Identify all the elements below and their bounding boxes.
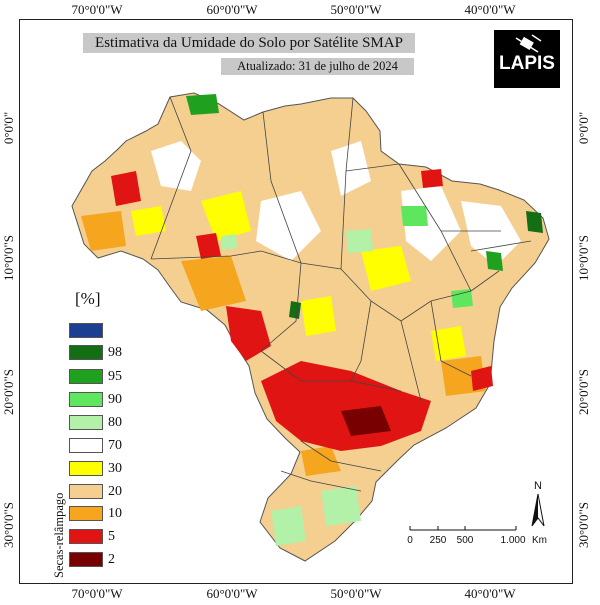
legend-swatch-20 [69, 484, 103, 499]
logo-text: LAPIS [499, 53, 555, 74]
moist-region-north [151, 141, 201, 191]
legend-swatch-30 [69, 461, 103, 476]
legend-label-80: 80 [108, 415, 122, 430]
red-region-amazon [196, 233, 221, 259]
state-borders [150, 96, 532, 492]
left-coord-10s: 10°0'0"S [1, 234, 16, 282]
right-coord-10s: 10°0'0"S [576, 234, 591, 282]
bottom-coord-60w: 60°0'0"W [206, 586, 258, 601]
north-label: N [534, 480, 542, 492]
light-green-region-1 [346, 229, 373, 253]
yellow-region-4 [301, 296, 336, 336]
green-region-northeast [526, 211, 543, 233]
red-region-northwest [111, 171, 141, 206]
yellow-region-2 [361, 246, 411, 291]
green-region-north [186, 94, 219, 115]
legend-label-30: 30 [108, 461, 122, 476]
brazil-soil-moisture-map [71, 92, 550, 562]
red-region-east [471, 366, 493, 391]
legend-label-5: 5 [108, 529, 115, 544]
moist-region-east [401, 186, 461, 261]
top-coord-70w: 70°0'0"W [71, 2, 123, 17]
legend-swatch-0 [69, 323, 103, 338]
map-frame [19, 19, 573, 584]
lapis-logo: LAPIS [494, 30, 560, 88]
light-green-region-2 [221, 234, 237, 250]
top-coord-60w: 60°0'0"W [206, 2, 258, 17]
legend-swatch-80 [69, 415, 103, 430]
legend-title: [%] [75, 289, 101, 308]
legend-swatch-70 [69, 438, 103, 453]
legend-label-70: 70 [108, 438, 122, 453]
legend-swatch-2 [69, 552, 103, 567]
right-coord-0: 0°0'0" [576, 111, 591, 145]
scale-tick-1000: 1.000 [500, 535, 526, 546]
light-green-region-5 [271, 506, 306, 546]
dark-red-region [341, 406, 391, 436]
moist-region-central [256, 191, 321, 261]
legend-swatch-10 [69, 506, 103, 521]
scale-tick-500: 500 [456, 535, 474, 546]
right-coord-30s: 30°0'0"S [576, 501, 591, 549]
north-arrow: N [528, 480, 548, 533]
light-green-region-3 [321, 486, 361, 526]
red-region-west [226, 306, 271, 361]
satellite-icon [515, 34, 542, 53]
legend-swatch-95 [69, 369, 103, 384]
top-coord-40w: 40°0'0"W [464, 2, 516, 17]
left-coord-20s: 20°0'0"S [1, 368, 16, 416]
green-region-east [486, 251, 503, 271]
moist-region-middle [331, 141, 371, 196]
legend-swatch-98 [69, 345, 103, 360]
legend-label-95: 95 [108, 369, 122, 384]
scale-tick-0: 0 [407, 535, 413, 546]
flash-drought-label: Secas-relâmpago [52, 492, 66, 578]
yellow-region-3 [131, 206, 166, 236]
scale-tick-250: 250 [429, 535, 447, 546]
scale-bar [409, 526, 517, 531]
light-green-region-4 [401, 206, 428, 226]
legend-label-10: 10 [108, 506, 122, 521]
north-arrow-icon [531, 493, 545, 527]
orange-region-4 [301, 446, 341, 476]
map-title: Estimativa da Umidade do Solo por Satéli… [83, 33, 415, 53]
moist-region-northeast [461, 201, 521, 266]
red-region-northeast [421, 169, 443, 188]
orange-region-2 [81, 211, 126, 251]
green-region-central [289, 301, 301, 319]
legend-label-20: 20 [108, 484, 122, 499]
bottom-coord-50w: 50°0'0"W [330, 586, 382, 601]
left-coord-30s: 30°0'0"S [1, 501, 16, 549]
yellow-region-1 [201, 191, 251, 241]
legend-swatch-5 [69, 529, 103, 544]
right-coord-20s: 20°0'0"S [576, 368, 591, 416]
scale-unit: Km [532, 535, 547, 546]
left-coord-0: 0°0'0" [1, 111, 16, 145]
bottom-coord-40w: 40°0'0"W [464, 586, 516, 601]
light-green-region-6 [451, 289, 473, 308]
bottom-coord-70w: 70°0'0"W [71, 586, 123, 601]
legend-label-90: 90 [108, 392, 122, 407]
orange-region-1 [181, 256, 246, 311]
map-subtitle: Atualizado: 31 de julho de 2024 [221, 58, 414, 75]
legend-label-2: 2 [108, 552, 115, 567]
legend-swatch-90 [69, 392, 103, 407]
top-coord-50w: 50°0'0"W [330, 2, 382, 17]
legend-label-98: 98 [108, 345, 122, 360]
